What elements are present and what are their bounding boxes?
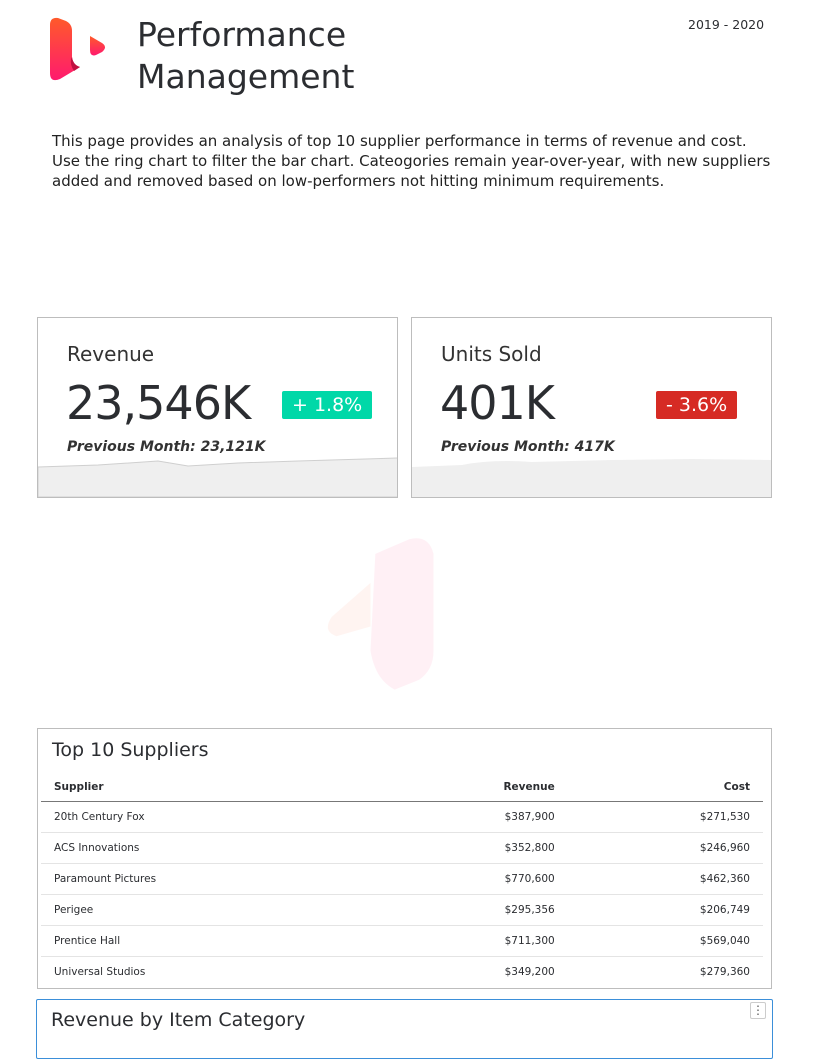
change-badge: + 1.8% bbox=[282, 391, 373, 419]
page-title: Performance Management bbox=[137, 15, 355, 96]
card-title: Revenue by Item Category bbox=[51, 1009, 306, 1031]
cost-cell: $246,960 bbox=[567, 832, 763, 864]
revenue-cell: $349,200 bbox=[504, 965, 555, 978]
column-header-cost[interactable]: Cost bbox=[567, 773, 763, 802]
table-row[interactable]: Prentice Hall $711,300 $569,040 bbox=[41, 925, 763, 957]
revenue-cell: $711,300 bbox=[369, 925, 568, 957]
top-suppliers-table-card: Top 10 Suppliers Supplier Revenue Cost 2… bbox=[37, 728, 772, 989]
supplier-cell: Paramount Pictures bbox=[41, 863, 370, 895]
table-row[interactable]: Perigee $295,356 $206,749 bbox=[41, 894, 763, 926]
kpi-label: Revenue bbox=[67, 342, 155, 366]
period-label: 2019 - 2020 bbox=[688, 17, 765, 32]
kebab-menu-icon[interactable]: ⋮ bbox=[750, 1002, 766, 1019]
revenue-kpi-card: Revenue 23,546K + 1.8% Previous Month: 2… bbox=[37, 317, 398, 498]
revenue-cell: $352,800 bbox=[369, 832, 568, 864]
kpi-value: 401K bbox=[440, 376, 555, 430]
table-row[interactable]: Paramount Pictures $770,600 $462,360 bbox=[41, 863, 763, 895]
kpi-value: 23,546K bbox=[66, 376, 251, 430]
units-sold-kpi-card: Units Sold 401K - 3.6% Previous Month: 4… bbox=[411, 317, 772, 498]
table-row[interactable]: Universal Studios $349,200 $279,360 bbox=[41, 956, 763, 987]
revenue-cell: $770,600 bbox=[369, 863, 568, 895]
column-header-supplier[interactable]: Supplier bbox=[41, 773, 370, 802]
supplier-cell: Perigee bbox=[41, 894, 370, 926]
cost-cell: $569,040 bbox=[567, 925, 763, 957]
previous-month: Previous Month: 417K bbox=[441, 439, 615, 455]
brand-logo-icon bbox=[50, 17, 105, 81]
kpi-label: Units Sold bbox=[441, 342, 542, 366]
table-row[interactable]: 20th Century Fox $387,900 $271,530 bbox=[41, 801, 763, 833]
table-title: Top 10 Suppliers bbox=[52, 739, 209, 761]
cost-cell: $462,360 bbox=[567, 863, 763, 895]
column-header-revenue[interactable]: Revenue bbox=[369, 773, 568, 802]
revenue-by-category-card: Revenue by Item Category ⋮ bbox=[36, 999, 773, 1059]
cost-cell: $279,360 bbox=[699, 965, 750, 978]
watermark-logo-icon bbox=[327, 538, 434, 690]
previous-month: Previous Month: 23,121K bbox=[67, 439, 266, 455]
sparkline-area bbox=[38, 457, 397, 497]
table-row[interactable]: ACS Innovations $352,800 $246,960 bbox=[41, 832, 763, 864]
supplier-cell: ACS Innovations bbox=[41, 832, 370, 864]
change-badge: - 3.6% bbox=[656, 391, 738, 419]
cost-cell: $206,749 bbox=[567, 894, 763, 926]
page-description: This page provides an analysis of top 10… bbox=[52, 132, 771, 190]
supplier-cell: Prentice Hall bbox=[41, 925, 370, 957]
revenue-cell: $387,900 bbox=[369, 801, 568, 833]
supplier-cell: Universal Studios bbox=[54, 965, 146, 978]
cost-cell: $271,530 bbox=[567, 801, 763, 833]
supplier-cell: 20th Century Fox bbox=[41, 801, 370, 833]
suppliers-table: Supplier Revenue Cost 20th Century Fox $3… bbox=[41, 773, 763, 987]
revenue-cell: $295,356 bbox=[369, 894, 568, 926]
sparkline-area bbox=[412, 459, 771, 497]
